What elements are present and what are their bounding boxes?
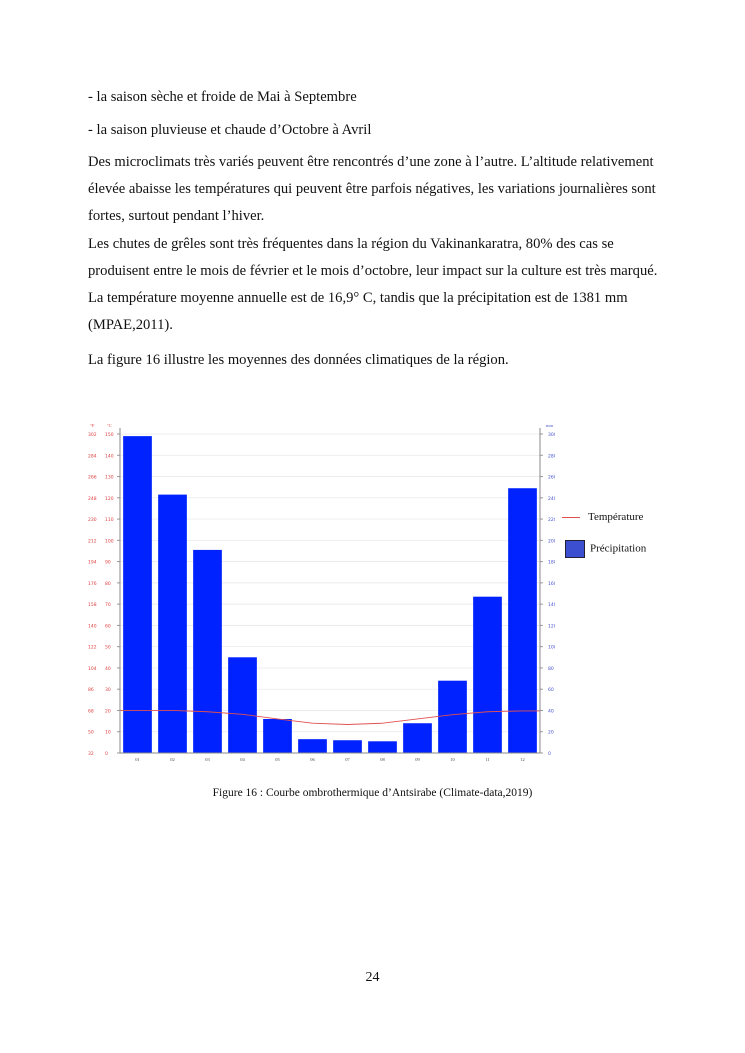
fahrenheit-tick-label: 158 <box>88 602 97 608</box>
celsius-tick-label: 140 <box>105 453 114 459</box>
right-tick-label: 60 <box>548 687 554 693</box>
precipitation-bar <box>228 657 257 753</box>
x-tick-label: 04 <box>240 757 245 762</box>
mm-unit: mm <box>546 423 554 428</box>
x-tick-label: 08 <box>380 757 385 762</box>
celsius-tick-label: 90 <box>105 560 111 566</box>
precipitation-bar <box>333 740 362 753</box>
precipitation-bar <box>298 739 327 753</box>
x-tick-label: 12 <box>520 757 525 762</box>
celsius-tick-label: 60 <box>105 623 111 629</box>
right-tick-label: 200 <box>548 538 555 544</box>
celsius-tick-label: 110 <box>105 517 114 523</box>
celsius-tick-label: 100 <box>105 538 114 544</box>
fahrenheit-tick-label: 302 <box>88 432 97 438</box>
legend-item-temperature: Température <box>562 511 643 523</box>
celsius-tick-label: 150 <box>105 432 114 438</box>
celsius-tick-label: 40 <box>105 666 111 672</box>
precipitation-bar <box>508 488 537 753</box>
fahrenheit-tick-label: 176 <box>88 581 97 587</box>
fahrenheit-tick-label: 230 <box>88 517 97 523</box>
right-tick-label: 260 <box>548 475 555 481</box>
precipitation-bar <box>438 680 467 753</box>
paragraph: Les chutes de grêles sont très fréquente… <box>88 236 658 333</box>
fahrenheit-tick-label: 194 <box>88 560 97 566</box>
precipitation-bar <box>368 741 397 753</box>
paragraph: - la saison sèche et froide de Mai à Sep… <box>88 89 357 105</box>
x-tick-label: 11 <box>485 757 489 762</box>
fahrenheit-unit: °F <box>90 423 95 428</box>
right-tick-label: 80 <box>548 666 554 672</box>
x-tick-label: 10 <box>450 757 455 762</box>
celsius-tick-label: 120 <box>105 496 114 502</box>
figure-caption: Figure 16 : Courbe ombrothermique d’Ants… <box>212 787 533 799</box>
right-tick-label: 40 <box>548 708 554 714</box>
x-tick-label: 06 <box>310 757 315 762</box>
right-tick-label: 240 <box>548 496 555 502</box>
celsius-tick-label: 20 <box>105 708 111 714</box>
celsius-tick-label: 10 <box>105 730 111 736</box>
right-tick-label: 180 <box>548 560 555 566</box>
right-tick-label: 300 <box>548 432 555 438</box>
celsius-tick-label: 130 <box>105 475 114 481</box>
precipitation-bar <box>263 718 292 753</box>
fahrenheit-tick-label: 212 <box>88 538 97 544</box>
precipitation-bar <box>473 596 502 753</box>
x-tick-label: 07 <box>345 757 350 762</box>
right-tick-label: 280 <box>548 453 555 459</box>
x-tick-label: 03 <box>205 757 210 762</box>
fahrenheit-tick-label: 104 <box>88 666 97 672</box>
right-tick-label: 220 <box>548 517 555 523</box>
right-tick-label: 100 <box>548 645 555 651</box>
right-tick-label: 120 <box>548 623 555 629</box>
celsius-tick-label: 30 <box>105 687 111 693</box>
fahrenheit-tick-label: 140 <box>88 623 97 629</box>
x-tick-label: 01 <box>135 757 140 762</box>
right-tick-label: 0 <box>548 751 551 757</box>
fahrenheit-tick-label: 68 <box>88 708 94 714</box>
fahrenheit-tick-label: 248 <box>88 496 97 502</box>
legend-item-precipitation: Précipitation <box>565 540 646 558</box>
celsius-tick-label: 0 <box>105 751 108 757</box>
legend-bar-swatch <box>565 540 585 558</box>
fahrenheit-tick-label: 86 <box>88 687 94 693</box>
x-tick-label: 02 <box>170 757 175 762</box>
fahrenheit-tick-label: 284 <box>88 453 97 459</box>
celsius-tick-label: 80 <box>105 581 111 587</box>
climate-chart: 0032201050402068603086804010410050122120… <box>88 423 555 762</box>
legend-label: Température <box>588 511 644 523</box>
right-tick-label: 140 <box>548 602 555 608</box>
celsius-tick-label: 50 <box>105 645 111 651</box>
legend-label: Précipitation <box>590 542 647 555</box>
celsius-unit: °C <box>107 423 112 428</box>
right-tick-label: 20 <box>548 730 554 736</box>
precipitation-bar <box>403 723 432 753</box>
precipitation-bar <box>123 436 152 753</box>
paragraph: Des microclimats très variés peuvent êtr… <box>88 154 656 224</box>
paragraph: - la saison pluvieuse et chaude d’Octobr… <box>88 122 372 138</box>
temperature-line <box>120 710 540 725</box>
paragraph: La figure 16 illustre les moyennes des d… <box>88 352 509 368</box>
legend-line-swatch <box>562 516 580 518</box>
x-tick-label: 05 <box>275 757 280 762</box>
precipitation-bar <box>158 494 187 753</box>
page-number: 24 <box>365 970 380 985</box>
fahrenheit-tick-label: 122 <box>88 645 97 651</box>
fahrenheit-tick-label: 32 <box>88 751 94 757</box>
x-tick-label: 09 <box>415 757 420 762</box>
precipitation-bar <box>193 549 222 753</box>
celsius-tick-label: 70 <box>105 602 111 608</box>
right-tick-label: 160 <box>548 581 555 587</box>
fahrenheit-tick-label: 50 <box>88 730 94 736</box>
fahrenheit-tick-label: 266 <box>88 475 97 481</box>
